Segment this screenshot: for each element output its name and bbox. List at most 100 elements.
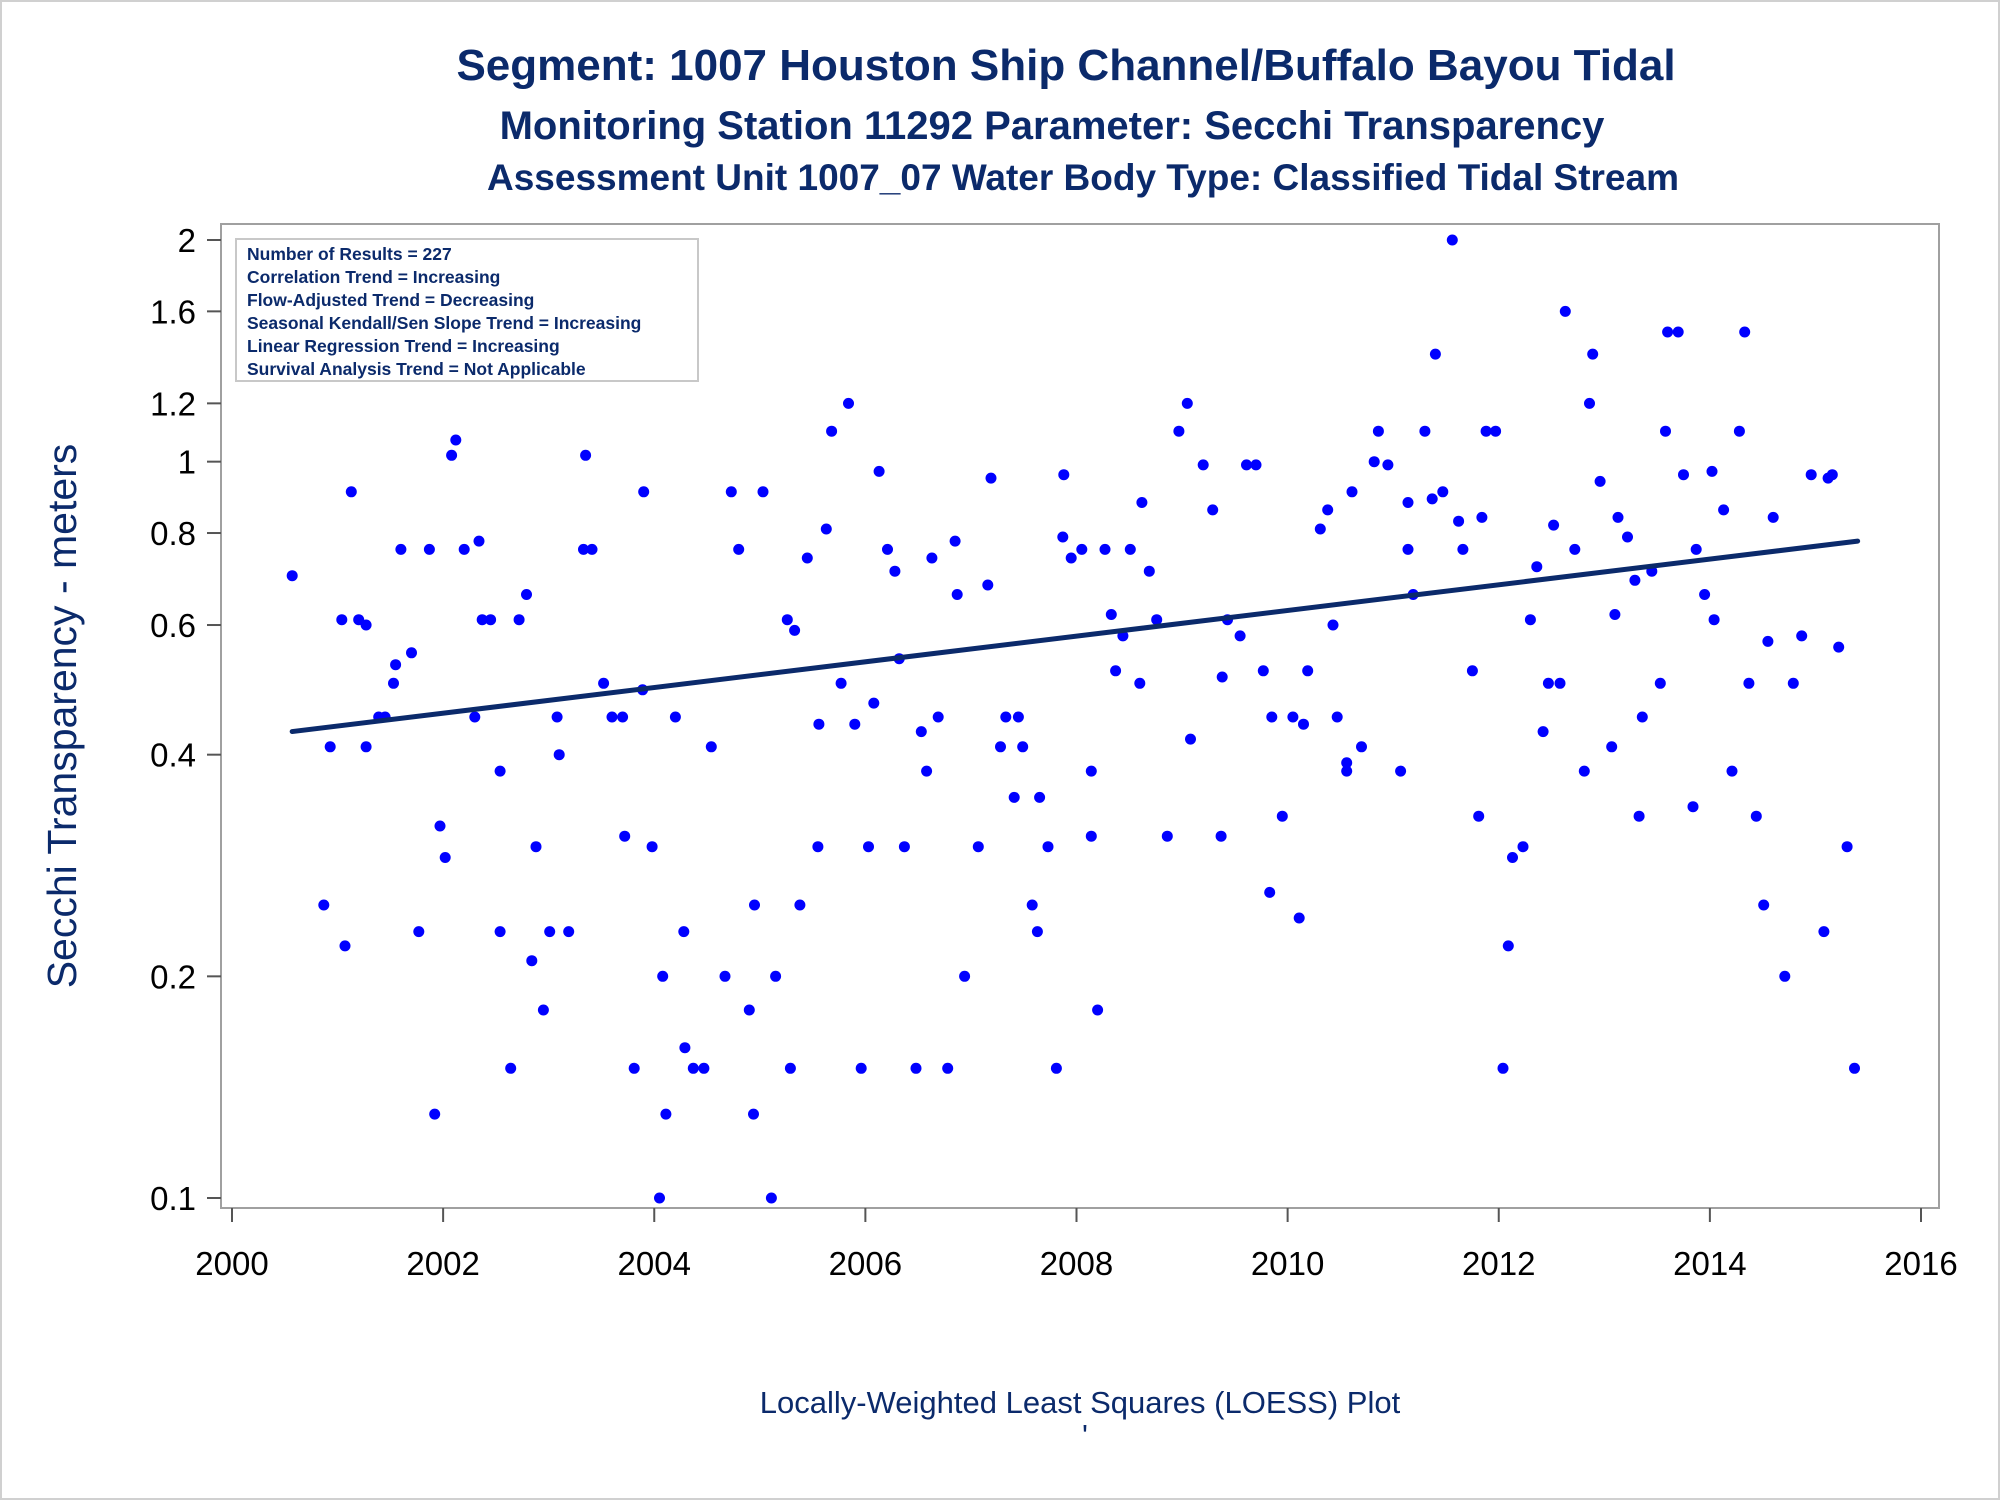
data-point [835, 677, 847, 689]
data-point [1750, 810, 1762, 822]
data-point [1017, 741, 1029, 753]
data-point [1429, 348, 1441, 360]
data-point [1302, 665, 1314, 677]
data-point [336, 614, 348, 626]
data-point [1185, 733, 1196, 745]
data-point [1143, 565, 1155, 577]
data-point [1031, 926, 1043, 938]
data-point [1767, 511, 1779, 523]
data-point [1473, 810, 1485, 822]
data-point [826, 425, 838, 437]
loess-trend [289, 538, 1861, 735]
data-point [898, 841, 910, 853]
data-point [1012, 711, 1024, 723]
x-tick-label: 2016 [1884, 1245, 1957, 1282]
data-point [1057, 531, 1069, 543]
data-point [1841, 841, 1853, 853]
data-point [1480, 425, 1492, 437]
data-point [544, 926, 556, 938]
data-point [388, 677, 399, 689]
data-point [606, 711, 618, 723]
y-tick-label: 2 [178, 222, 196, 259]
data-point [765, 1192, 777, 1204]
data-point [1554, 677, 1566, 689]
data-point [1341, 765, 1353, 777]
data-point [360, 741, 372, 753]
data-point [733, 543, 745, 555]
data-point [1548, 519, 1560, 531]
data-point [1419, 425, 1431, 437]
data-point [1110, 665, 1122, 677]
data-point [1758, 899, 1770, 911]
y-tick-label: 0.6 [150, 607, 196, 644]
data-point [473, 535, 485, 547]
data-point [1726, 765, 1738, 777]
data-point [1502, 940, 1514, 952]
stats-legend-line: Survival Analysis Trend = Not Applicable [247, 359, 586, 379]
data-point [1849, 1062, 1860, 1074]
data-point [1092, 1004, 1104, 1016]
data-point [450, 434, 462, 446]
data-point [413, 926, 425, 938]
data-point [1356, 741, 1367, 753]
data-point [915, 726, 927, 738]
data-point [423, 543, 435, 555]
data-point [813, 718, 825, 730]
data-point [719, 970, 731, 982]
data-point [1826, 469, 1838, 481]
data-point [1796, 630, 1808, 642]
data-point [932, 711, 944, 723]
data-point [1287, 711, 1299, 723]
data-point [1708, 614, 1720, 626]
y-tick-label: 0.8 [150, 515, 196, 552]
data-point [1587, 348, 1599, 360]
data-point [1215, 830, 1227, 842]
data-point [669, 711, 681, 723]
data-point [628, 1062, 640, 1074]
data-point [678, 926, 690, 938]
data-point [1453, 515, 1465, 527]
data-point [1606, 741, 1618, 753]
data-point [1517, 841, 1529, 853]
data-point [1612, 511, 1624, 523]
data-point [657, 970, 669, 982]
data-point [705, 741, 717, 753]
data-point [345, 486, 357, 498]
data-point [530, 841, 542, 853]
data-point [324, 741, 336, 753]
data-point [863, 841, 874, 853]
footer-mark: ' [1082, 1418, 1088, 1453]
data-point [339, 940, 351, 952]
data-point [889, 565, 901, 577]
data-point [395, 543, 407, 555]
data-point [1250, 459, 1262, 471]
data-point [1065, 552, 1077, 564]
data-point [1266, 711, 1278, 723]
data-point [949, 535, 961, 547]
data-point [1446, 234, 1458, 246]
data-point [1395, 765, 1407, 777]
data-point [446, 449, 458, 461]
data-point [1578, 765, 1590, 777]
data-point [1134, 677, 1146, 689]
data-point [617, 711, 629, 723]
data-point [820, 523, 832, 535]
data-point [580, 449, 592, 461]
data-point [1402, 543, 1414, 555]
data-point [1042, 841, 1054, 853]
data-point [1507, 852, 1518, 863]
data-point [1524, 614, 1536, 626]
data-point [619, 830, 631, 842]
data-point [873, 465, 885, 477]
data-point [563, 926, 575, 938]
data-point [1216, 671, 1228, 683]
data-point [1346, 486, 1358, 498]
data-point [1085, 765, 1097, 777]
data-point [855, 1062, 867, 1074]
data-point [1476, 511, 1488, 523]
data-point [469, 711, 481, 723]
data-point [1402, 497, 1414, 508]
data-point [1672, 326, 1684, 338]
data-point [1594, 475, 1606, 487]
